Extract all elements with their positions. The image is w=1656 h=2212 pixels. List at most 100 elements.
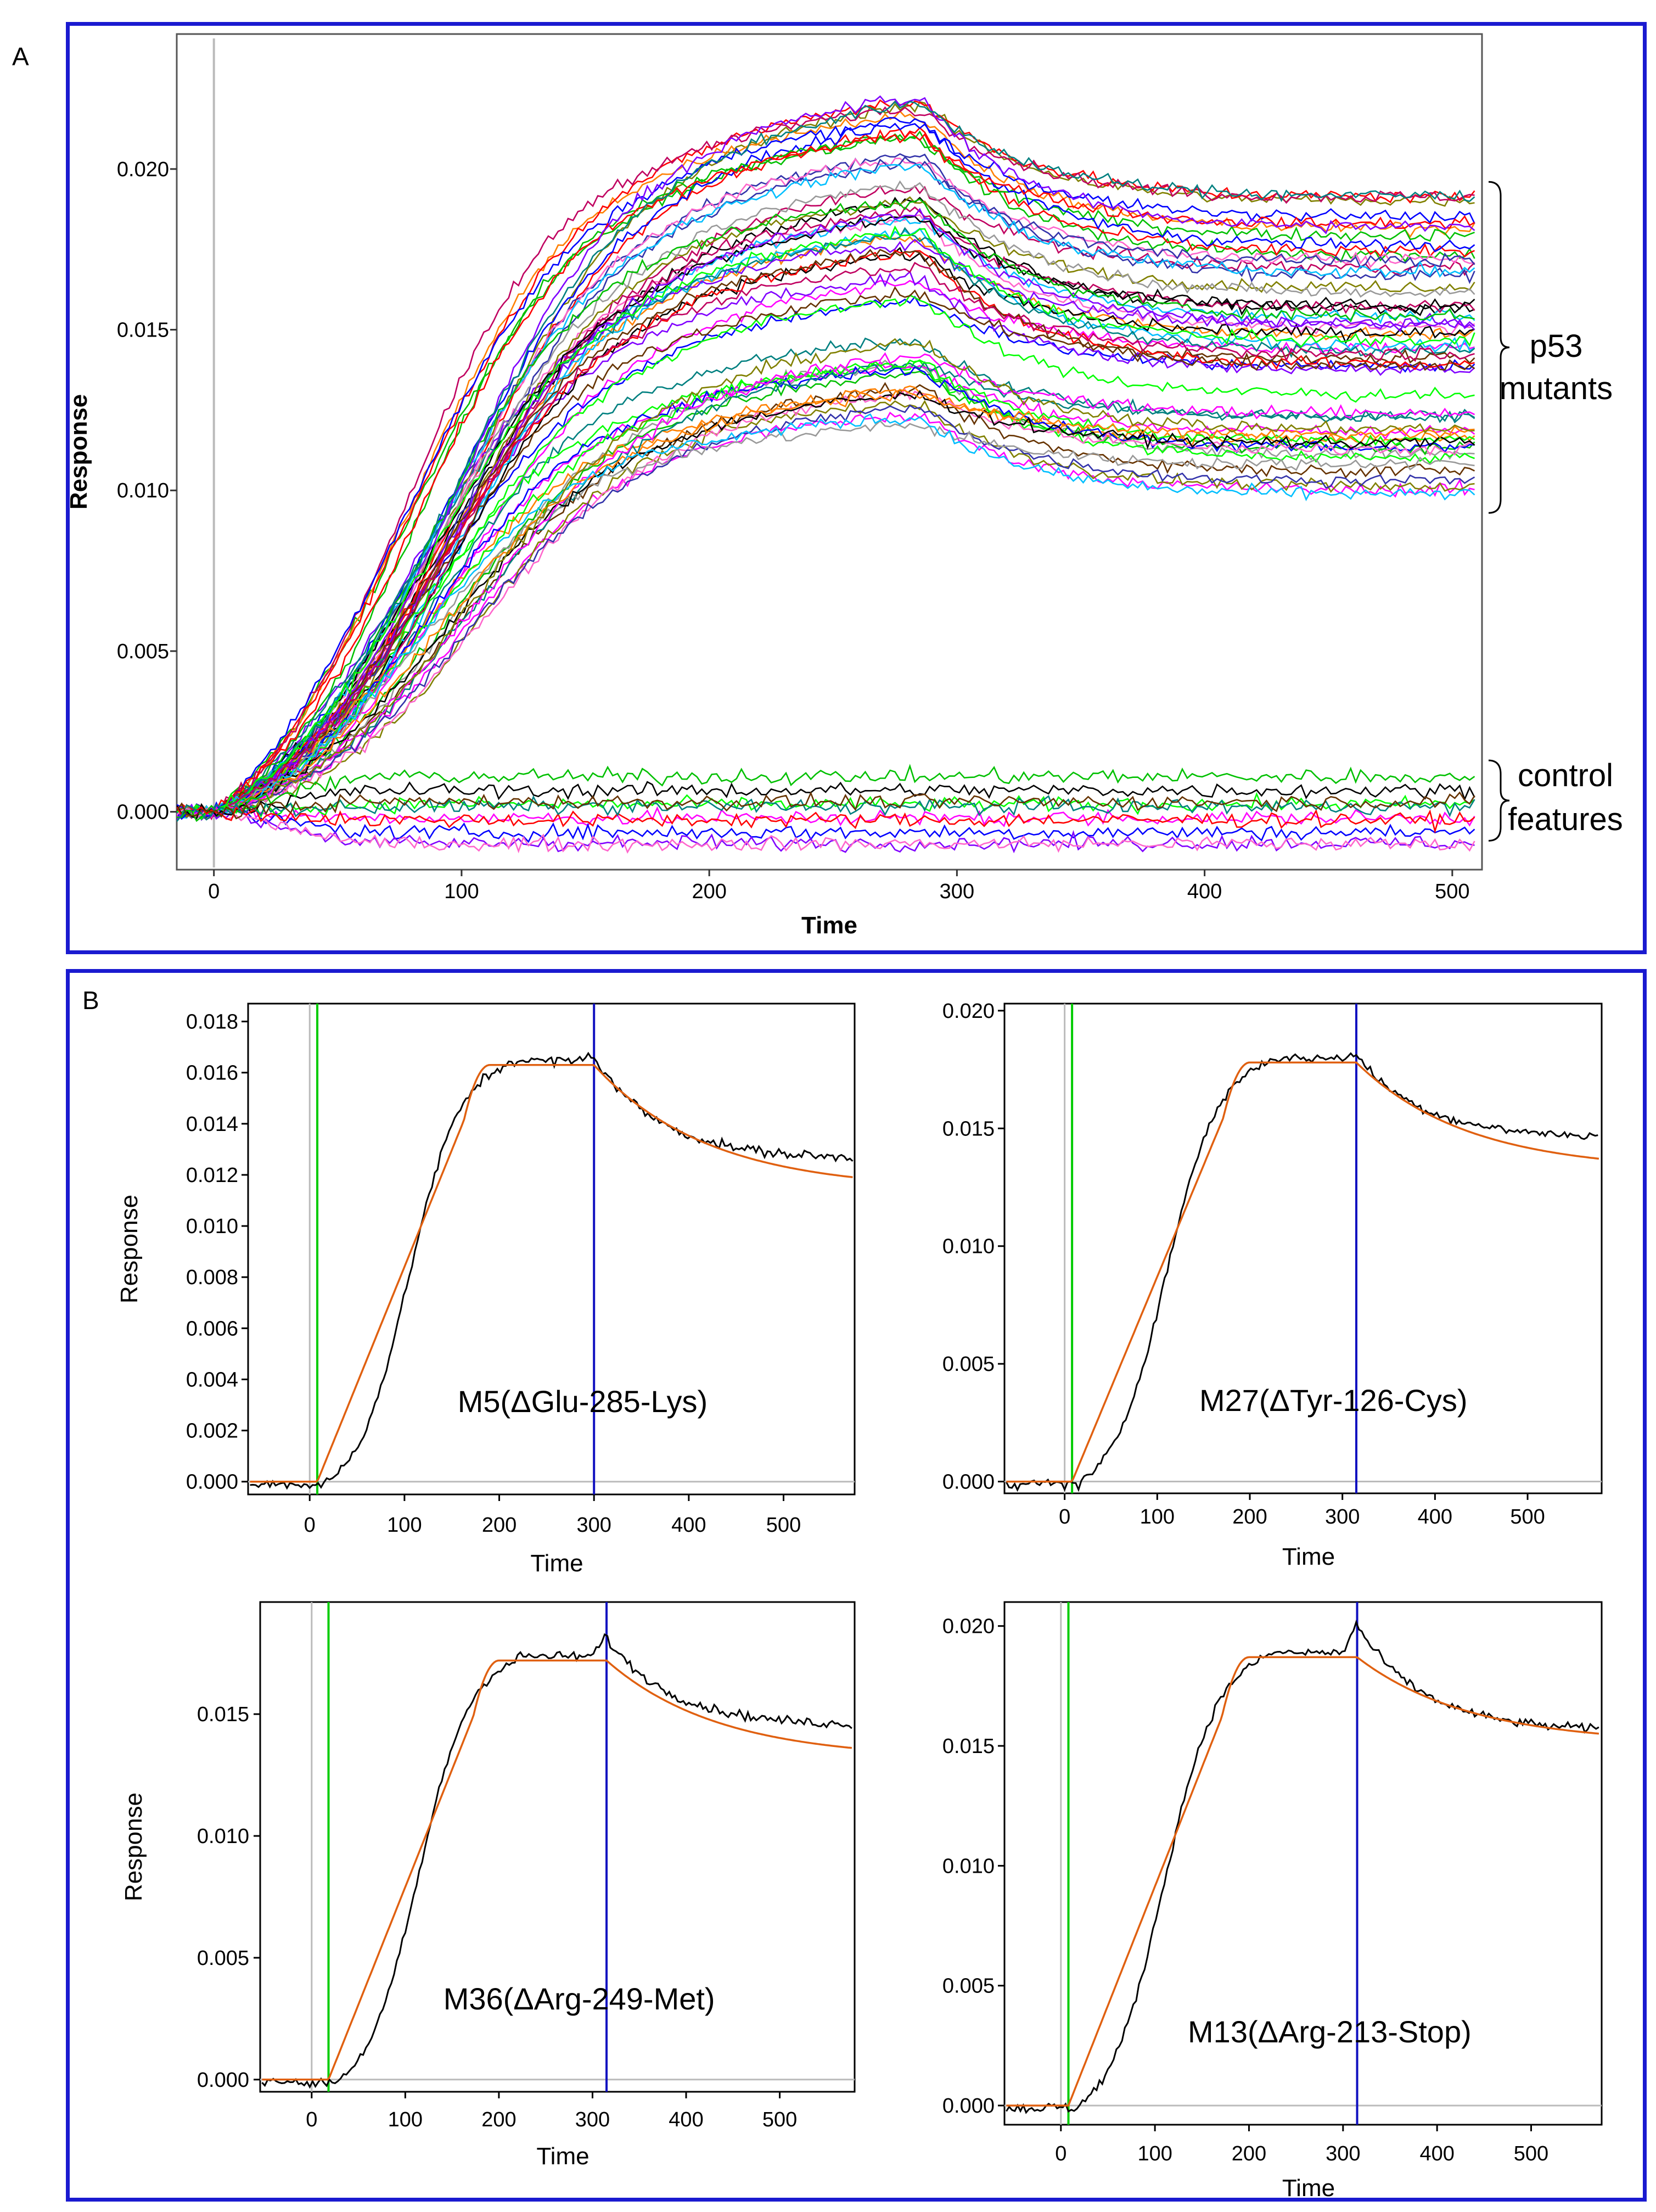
x-axis-label: Time <box>1282 2175 1335 2202</box>
p53-label: p53 <box>1530 328 1583 364</box>
panel-a-x-tick-label: 200 <box>692 880 726 903</box>
y-tick-label: 0.015 <box>942 1117 995 1140</box>
mutant-series-line <box>177 100 1475 814</box>
x-tick-label: 300 <box>1325 1505 1360 1528</box>
control-series-line <box>177 795 1475 822</box>
mutant-series-line <box>177 99 1475 818</box>
fitted-model-curve <box>1006 1656 1599 2107</box>
subplot-plot-area <box>247 1003 856 1496</box>
x-tick-label: 400 <box>671 1514 706 1537</box>
panel-a-y-axis-label: Response <box>65 394 92 509</box>
control-series-line <box>177 781 1475 820</box>
subplot-m36: 0 100 200 300 400 500 0.000 0.005 0.010 0.015 Time… <box>120 1601 856 2170</box>
subplot-plot-area <box>1003 1601 1603 2126</box>
panel-a-y-tick-label: 0.000 <box>117 801 169 824</box>
measured-response-curve <box>1006 1052 1598 1492</box>
panel-a-y-tick-label: 0.010 <box>117 479 169 502</box>
measured-response-curve <box>1006 1619 1599 2114</box>
mutant-series-line <box>177 249 1475 819</box>
panel-a-x-tick-label: 0 <box>208 880 220 903</box>
fitted-model-curve <box>1006 1061 1599 1483</box>
mutant-series-line <box>177 117 1475 818</box>
x-axis-label: Time <box>1282 1543 1335 1570</box>
mutant-label: M13(ΔArg-213-Stop) <box>1188 2014 1472 2049</box>
y-tick-label: 0.010 <box>186 1215 238 1238</box>
x-tick-label: 100 <box>387 1514 422 1537</box>
x-tick-label: 300 <box>575 2108 610 2131</box>
y-tick-label: 0.006 <box>186 1317 238 1340</box>
panel-a-chart: 0 100 200 300 400 500 0.000 0.005 0.010 0.015 0.02… <box>65 33 1623 939</box>
y-tick-label: 0.004 <box>186 1368 238 1391</box>
y-tick-label: 0.000 <box>942 1471 995 1494</box>
subplot-m5: 0 100 200 300 400 500 0.000 0.002 0.004 0.006 0.00… <box>116 1003 856 1577</box>
y-tick-label: 0.005 <box>942 1975 995 1998</box>
fitted-model-curve <box>262 1659 852 2081</box>
y-tick-label: 0.000 <box>197 2069 249 2092</box>
x-tick-label: 500 <box>1514 2142 1548 2165</box>
x-tick-label: 200 <box>1232 2142 1266 2165</box>
panel-a-frame <box>66 22 1647 954</box>
panel-a-y-tick-label: 0.005 <box>117 640 169 663</box>
x-tick-label: 200 <box>481 2108 516 2131</box>
y-tick-label: 0.000 <box>186 1471 238 1494</box>
mutant-series-line <box>177 227 1475 819</box>
x-axis-label: Time <box>536 2143 589 2170</box>
x-tick-label: 500 <box>1510 1505 1545 1528</box>
panel-a-y-tick-label: 0.015 <box>117 319 169 342</box>
mutant-series-line <box>177 95 1475 817</box>
mutant-series-line <box>177 294 1475 818</box>
x-tick-label: 0 <box>1059 1505 1070 1528</box>
x-tick-label: 100 <box>1140 1505 1175 1528</box>
mutant-series-line <box>177 227 1475 819</box>
mutant-series-line <box>177 106 1475 816</box>
y-tick-label: 0.010 <box>197 1825 249 1848</box>
control-series-line <box>177 805 1475 854</box>
subplot-plot-area <box>1003 1003 1603 1494</box>
subplot-m27: 0 100 200 300 400 500 0.000 0.005 0.010 0.015 0.02… <box>942 1000 1603 1570</box>
mutant-series-line <box>177 279 1475 817</box>
control-label: control <box>1518 758 1613 793</box>
measured-response-curve <box>261 1633 852 2089</box>
mutant-series-line <box>177 361 1475 817</box>
mutant-label: M5(ΔGlu-285-Lys) <box>458 1384 708 1419</box>
mutant-series-line <box>177 215 1475 816</box>
x-tick-label: 300 <box>576 1514 611 1537</box>
y-tick-label: 0.010 <box>942 1235 995 1258</box>
subplot-m13: 0 100 200 300 400 500 0.000 0.005 0.010 0.015 0.02… <box>942 1601 1603 2202</box>
panel-a-x-tick-label: 500 <box>1435 880 1469 903</box>
mutant-series-line <box>177 225 1475 820</box>
y-tick-label: 0.002 <box>186 1420 238 1443</box>
panel-a-x-tick-label: 400 <box>1187 880 1222 903</box>
mutant-label: M27(ΔTyr-126-Cys) <box>1199 1383 1468 1418</box>
controls-bracket <box>1488 759 1510 842</box>
panel-a-x-axis-label: Time <box>801 912 857 939</box>
control-series-line <box>177 804 1475 834</box>
x-axis-label: Time <box>530 1550 583 1577</box>
x-tick-label: 200 <box>482 1514 517 1537</box>
mutant-series-line <box>177 359 1475 819</box>
x-tick-label: 0 <box>304 1514 316 1537</box>
y-tick-label: 0.000 <box>942 2095 995 2118</box>
mutant-series-line <box>177 413 1475 819</box>
x-tick-label: 400 <box>1419 2142 1454 2165</box>
control-series-line <box>177 801 1475 843</box>
y-tick-label: 0.020 <box>942 1000 995 1023</box>
x-tick-label: 100 <box>1137 2142 1172 2165</box>
y-tick-label: 0.010 <box>942 1855 995 1878</box>
y-tick-label: 0.015 <box>197 1703 249 1726</box>
y-tick-label: 0.018 <box>186 1011 238 1034</box>
mutants-bracket <box>1488 181 1510 514</box>
mutant-series-line <box>177 338 1475 817</box>
x-tick-label: 500 <box>766 1514 801 1537</box>
panel-a-series-group <box>177 95 1475 854</box>
mutant-series-line <box>177 197 1475 816</box>
y-tick-label: 0.016 <box>186 1062 238 1085</box>
y-axis-label: Response <box>116 1195 143 1303</box>
mutant-series-line <box>177 285 1475 819</box>
mutant-series-line <box>177 128 1475 818</box>
features-label: features <box>1508 802 1623 837</box>
panel-a-x-tick-label: 100 <box>444 880 479 903</box>
x-tick-label: 400 <box>1418 1505 1452 1528</box>
subplot-plot-area <box>259 1601 856 2093</box>
